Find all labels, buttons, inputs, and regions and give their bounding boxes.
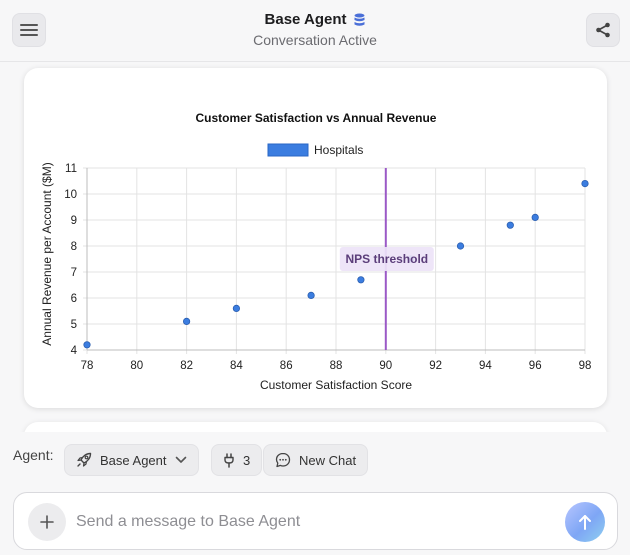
chat-bubble-icon — [275, 452, 291, 468]
x-tick-label: 98 — [579, 360, 592, 372]
send-button[interactable] — [565, 502, 605, 542]
share-icon — [596, 22, 610, 38]
agent-label: Agent: — [13, 447, 54, 463]
x-tick-label: 94 — [479, 360, 492, 372]
plug-icon — [224, 452, 234, 468]
data-point — [506, 221, 514, 229]
data-point — [531, 213, 539, 221]
plugins-count: 3 — [243, 452, 251, 468]
legend-label: Hospitals — [314, 143, 363, 157]
chart-legend[interactable]: Hospitals — [267, 143, 363, 157]
share-button[interactable] — [586, 13, 620, 47]
next-message-card — [24, 422, 607, 432]
data-point — [581, 180, 589, 188]
agent-selector-label: Base Agent — [100, 452, 167, 468]
x-tick-label: 84 — [230, 360, 243, 372]
x-tick-label: 92 — [429, 360, 442, 372]
chart-grid — [83, 167, 586, 354]
y-tick-label: 9 — [71, 215, 77, 227]
x-axis-label: Customer Satisfaction Score — [260, 378, 412, 392]
x-tick-label: 90 — [379, 360, 392, 372]
y-tick-label: 7 — [71, 267, 77, 279]
nps-threshold-label: NPS threshold — [339, 247, 434, 271]
chevron-down-icon — [175, 456, 186, 463]
data-point — [456, 242, 465, 250]
data-point — [232, 304, 240, 312]
message-input[interactable] — [76, 507, 556, 537]
new-chat-label: New Chat — [299, 452, 357, 468]
menu-button[interactable] — [12, 13, 46, 47]
y-axis-label: Annual Revenue per Account ($M) — [40, 162, 54, 345]
y-tick-label: 4 — [71, 345, 78, 357]
x-tick-label: 96 — [529, 360, 542, 372]
chat-area[interactable]: Customer Satisfaction vs Annual Revenue … — [0, 62, 630, 432]
conversation-header: Base Agent Conversation Active — [0, 11, 630, 48]
data-point — [307, 291, 315, 299]
x-tick-label: 80 — [130, 360, 143, 372]
annotation-label-bg — [339, 247, 434, 271]
data-point — [183, 317, 191, 325]
x-tick-label: 86 — [280, 360, 293, 372]
rocket-icon — [77, 452, 92, 467]
hamburger-menu-icon — [20, 24, 38, 36]
page-title: Base Agent — [264, 11, 347, 28]
agent-bar: Agent: Base Agent 3 New Chat — [0, 444, 630, 476]
agent-selector[interactable]: Base Agent — [64, 444, 199, 476]
x-tick-label: 88 — [330, 360, 343, 372]
x-tick-label: 78 — [81, 360, 94, 372]
conversation-status: Conversation Active — [253, 32, 377, 48]
top-bar: Base Agent Conversation Active — [0, 0, 630, 62]
y-tick-label: 11 — [65, 163, 77, 175]
y-tick-label: 10 — [64, 189, 77, 201]
message-composer — [13, 492, 618, 550]
y-tick-label: 8 — [71, 241, 77, 253]
annotation-labels: NPS threshold — [339, 247, 434, 271]
y-tick-label: 5 — [71, 319, 77, 331]
scatter-chart: Customer Satisfaction vs Annual Revenue … — [40, 111, 591, 392]
chart-title: Customer Satisfaction vs Annual Revenue — [196, 111, 437, 125]
y-tick-label: 6 — [71, 293, 77, 305]
data-point — [357, 276, 365, 284]
chart-message-card: Customer Satisfaction vs Annual Revenue … — [24, 68, 607, 408]
data-point — [83, 341, 91, 349]
legend-swatch — [267, 143, 309, 157]
x-tick-label: 82 — [180, 360, 193, 372]
plus-icon — [40, 515, 54, 529]
new-chat-button[interactable]: New Chat — [263, 444, 369, 476]
plugins-button[interactable]: 3 — [211, 444, 263, 476]
annotation-label-text: NPS threshold — [345, 252, 428, 266]
arrow-up-icon — [579, 515, 591, 530]
database-icon — [354, 13, 365, 26]
attach-button[interactable] — [28, 503, 66, 541]
